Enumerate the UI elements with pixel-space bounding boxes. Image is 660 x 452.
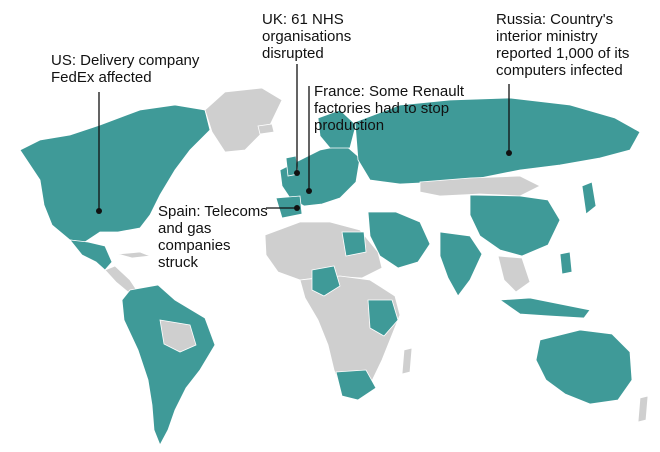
land-indonesia: [498, 297, 591, 319]
land-europe: [279, 144, 361, 207]
land-south-america: [121, 284, 216, 446]
land-madagascar: [401, 347, 413, 375]
leader-lines: [96, 64, 512, 214]
land-layer: [19, 87, 649, 446]
land-philippines: [559, 251, 573, 275]
marker-us: [96, 208, 102, 214]
annotation-spain: Spain: Telecoms and gas companies struck: [158, 203, 268, 271]
land-india: [439, 231, 483, 297]
land-australia: [535, 329, 633, 405]
land-caribbean: [117, 251, 151, 259]
marker-spain: [294, 205, 300, 211]
annotation-russia: Russia: Country's interior ministry repo…: [496, 11, 630, 79]
marker-france: [306, 188, 312, 194]
land-new-zealand: [637, 395, 649, 423]
land-greenland: [204, 87, 283, 153]
annotation-us: US: Delivery company FedEx affected: [51, 52, 200, 86]
annotation-france: France: Some Renault factories had to st…: [314, 83, 465, 134]
land-russia: [354, 97, 641, 185]
land-scandinavia: [317, 109, 357, 149]
land-china: [469, 194, 561, 257]
land-japan: [581, 181, 597, 215]
land-iberia: [275, 195, 303, 219]
land-east-africa: [367, 299, 399, 337]
land-central-america: [104, 265, 139, 293]
land-se-asia: [497, 255, 531, 293]
land-nigeria: [311, 265, 341, 297]
land-middle-east: [367, 211, 431, 269]
marker-russia: [506, 150, 512, 156]
land-mexico: [69, 239, 113, 271]
land-egypt: [341, 231, 367, 257]
annotation-uk: UK: 61 NHS organisations disrupted: [262, 11, 352, 62]
marker-uk: [294, 170, 300, 176]
land-south-africa: [335, 369, 377, 401]
land-iceland: [257, 123, 275, 135]
land-south-america-grey: [159, 319, 197, 353]
land-north-america: [19, 104, 211, 243]
